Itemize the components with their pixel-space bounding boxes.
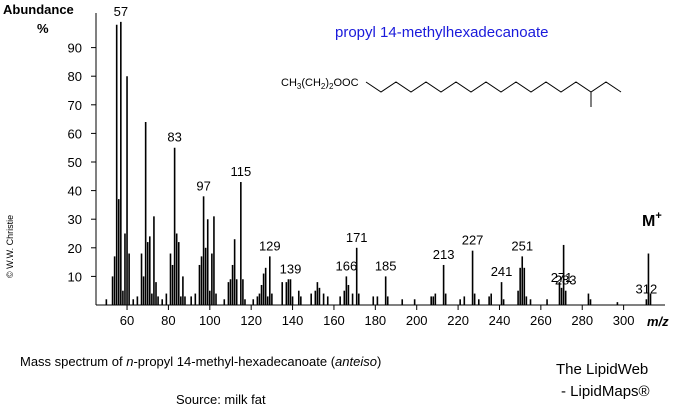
y-tick-label: 20 xyxy=(68,241,82,256)
formula-sub: 2 xyxy=(329,82,334,91)
formula-part: OOC xyxy=(333,77,358,89)
molecular-ion-m: M xyxy=(642,213,655,230)
x-tick-label: 60 xyxy=(120,313,134,328)
peak-label: 213 xyxy=(433,247,455,262)
formula-sub: 2 xyxy=(321,82,326,91)
formula-sub: 3 xyxy=(297,82,302,91)
structure-formula: CH3(CH2)2OOC xyxy=(281,77,359,91)
x-tick-label: 200 xyxy=(406,313,428,328)
y-tick-label: 90 xyxy=(68,41,82,56)
formula-part: (CH xyxy=(301,77,321,89)
y-tick-label: 60 xyxy=(68,126,82,141)
x-tick-label: 140 xyxy=(282,313,304,328)
y-tick-label: 70 xyxy=(68,98,82,113)
x-tick-label: 80 xyxy=(161,313,175,328)
y-tick-label: 30 xyxy=(68,212,82,227)
peak-label: 83 xyxy=(167,130,181,145)
x-tick-label: 240 xyxy=(489,313,511,328)
y-tick-label: 10 xyxy=(68,269,82,284)
structure-chain xyxy=(365,81,622,93)
formula-part: ) xyxy=(325,77,329,89)
copyright: © W.W. Christie xyxy=(5,215,15,278)
formula-part: CH xyxy=(281,77,297,89)
peak-label: 241 xyxy=(491,264,513,279)
y-tick-label: 40 xyxy=(68,184,82,199)
source: Source: milk fat xyxy=(176,392,266,407)
peak-label: 271 xyxy=(551,270,573,285)
x-tick-label: 180 xyxy=(364,313,386,328)
caption-part: -propyl 14-methyl-hexadecanoate ( xyxy=(133,354,335,369)
caption-part: anteiso xyxy=(335,354,377,369)
peak-label: 166 xyxy=(336,258,358,273)
y-tick-label: 50 xyxy=(68,155,82,170)
caption-part: ) xyxy=(377,354,381,369)
y-axis-unit: % xyxy=(37,21,49,36)
x-tick-label: 100 xyxy=(199,313,221,328)
peak-label: 185 xyxy=(375,258,397,273)
peak-label: 57 xyxy=(114,4,128,19)
peak-label: 129 xyxy=(259,238,281,253)
credit: The LipidWeb xyxy=(556,361,648,378)
x-tick-label: 260 xyxy=(530,313,552,328)
x-tick-label: 120 xyxy=(240,313,262,328)
peak-label: 312 xyxy=(636,281,658,296)
caption-part: n xyxy=(126,354,133,369)
x-tick-label: 160 xyxy=(323,313,345,328)
peak-label: 283 xyxy=(555,273,577,288)
y-tick-label: 80 xyxy=(68,69,82,84)
molecular-ion: M+ xyxy=(642,210,662,230)
chart-title: propyl 14-methylhexadecanoate xyxy=(335,24,548,41)
molecular-ion-charge: + xyxy=(655,210,661,222)
peak-label: 139 xyxy=(280,261,302,276)
peak-label: 251 xyxy=(511,238,533,253)
x-tick-label: 220 xyxy=(447,313,469,328)
x-axis-label: m/z xyxy=(647,314,669,329)
y-axis-label: Abundance xyxy=(3,2,74,17)
peak-label: 97 xyxy=(196,178,210,193)
caption-part: Mass spectrum of xyxy=(20,354,126,369)
credit: - LipidMaps® xyxy=(561,383,650,400)
peak-label: 115 xyxy=(230,164,251,179)
peak-label: 171 xyxy=(346,230,368,245)
x-tick-label: 300 xyxy=(613,313,635,328)
peak-label: 227 xyxy=(462,233,484,248)
caption: Mass spectrum of n-propyl 14-methyl-hexa… xyxy=(20,354,381,369)
x-tick-label: 280 xyxy=(571,313,593,328)
